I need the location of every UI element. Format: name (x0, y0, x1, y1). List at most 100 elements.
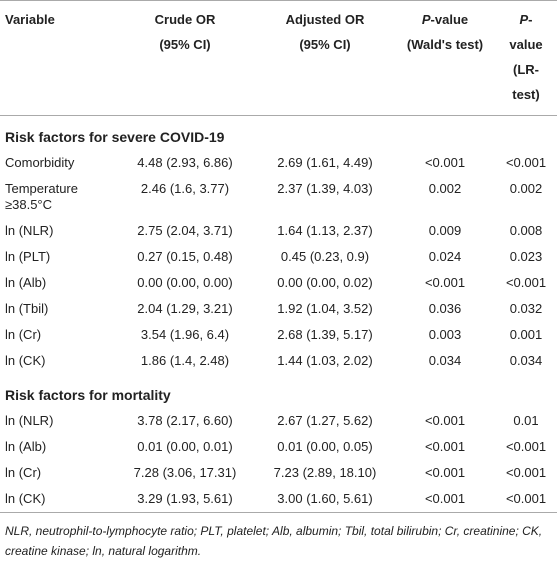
cell-text: ln (Alb) (5, 275, 47, 290)
cell-text: ln (PLT) (5, 249, 51, 264)
cell: 3.29 (1.93, 5.61) (115, 486, 255, 513)
cell: Temperature ≥38.5°C (0, 176, 115, 218)
cell: ln (NLR) (0, 218, 115, 244)
header-italic: P (519, 12, 529, 27)
cell-text: 0.00 (0.00, 0.00) (137, 275, 233, 290)
cell-text: 0.01 (0.00, 0.05) (277, 439, 373, 454)
cell: 0.00 (0.00, 0.00) (115, 270, 255, 296)
header-line: Variable (5, 12, 55, 27)
cell: 2.69 (1.61, 4.49) (255, 150, 395, 176)
cell-text: <0.001 (424, 155, 466, 170)
cell: 0.008 (495, 218, 557, 244)
cell: 0.45 (0.23, 0.9) (255, 244, 395, 270)
cell-text: Temperature ≥38.5°C (5, 181, 78, 212)
cell: 2.37 (1.39, 4.03) (255, 176, 395, 218)
header-line: Adjusted OR (285, 12, 365, 27)
cell-text: 0.034 (509, 353, 543, 368)
cell: 0.01 (0.00, 0.05) (255, 434, 395, 460)
header-line: (95% CI) (159, 37, 211, 52)
cell: 0.032 (495, 296, 557, 322)
data-row: ln (Alb) 0.00 (0.00, 0.00) 0.00 (0.00, 0.0… (0, 270, 557, 296)
header-text: -value (509, 12, 543, 52)
cell-text: 2.69 (1.61, 4.49) (277, 155, 373, 170)
cell: ln (Alb) (0, 434, 115, 460)
cell: <0.001 (395, 460, 495, 486)
cell-text: 1.92 (1.04, 3.52) (277, 301, 373, 316)
cell: Comorbidity (0, 150, 115, 176)
cell: 2.68 (1.39, 5.17) (255, 322, 395, 348)
cell-text: 0.01 (513, 413, 539, 428)
header-line: P-value (403, 7, 487, 32)
cell-text: Comorbidity (5, 155, 75, 170)
data-row: ln (NLR) 3.78 (2.17, 6.60) 2.67 (1.27, 5.6… (0, 408, 557, 434)
header-line: (LR-test) (512, 62, 540, 102)
cell: <0.001 (395, 150, 495, 176)
cell: ln (Tbil) (0, 296, 115, 322)
cell-text: <0.001 (424, 465, 466, 480)
data-row: ln (Cr) 3.54 (1.96, 6.4) 2.68 (1.39, 5.17)… (0, 322, 557, 348)
cell-text: <0.001 (505, 465, 547, 480)
cell-text: 0.009 (428, 223, 462, 238)
cell-text: 0.032 (509, 301, 543, 316)
data-row: ln (Alb) 0.01 (0.00, 0.01) 0.01 (0.00, 0.0… (0, 434, 557, 460)
header-cell: Crude OR (95% CI) (115, 0, 255, 116)
cell-text: 2.67 (1.27, 5.62) (277, 413, 373, 428)
data-row: Temperature ≥38.5°C 2.46 (1.6, 3.77) 2.37 … (0, 176, 557, 218)
cell: 0.034 (395, 348, 495, 374)
cell: 0.003 (395, 322, 495, 348)
cell-text: 3.54 (1.96, 6.4) (140, 327, 230, 342)
cell-text: 2.04 (1.29, 3.21) (137, 301, 233, 316)
cell: 2.67 (1.27, 5.62) (255, 408, 395, 434)
cell: 0.01 (495, 408, 557, 434)
cell-text: 2.46 (1.6, 3.77) (140, 181, 230, 196)
cell: 0.036 (395, 296, 495, 322)
cell: 1.64 (1.13, 2.37) (255, 218, 395, 244)
cell-text: ln (Tbil) (5, 301, 49, 316)
cell-text: 0.024 (428, 249, 462, 264)
cell: 0.034 (495, 348, 557, 374)
cell: 1.44 (1.03, 2.02) (255, 348, 395, 374)
cell: 0.002 (495, 176, 557, 218)
cell: 7.23 (2.89, 18.10) (255, 460, 395, 486)
cell: 0.01 (0.00, 0.01) (115, 434, 255, 460)
cell: 3.00 (1.60, 5.61) (255, 486, 395, 513)
cell-text: ln (NLR) (5, 223, 54, 238)
table-body: Risk factors for severe COVID-19 Comorbid… (0, 116, 557, 513)
data-row: ln (PLT) 0.27 (0.15, 0.48) 0.45 (0.23, 0.9… (0, 244, 557, 270)
cell: 0.00 (0.00, 0.02) (255, 270, 395, 296)
header-cell: P-value (Wald's test) (395, 0, 495, 116)
cell-text: 0.003 (428, 327, 462, 342)
cell-text: 3.78 (2.17, 6.60) (137, 413, 233, 428)
cell: <0.001 (495, 486, 557, 513)
cell-text: 4.48 (2.93, 6.86) (137, 155, 233, 170)
cell: 2.04 (1.29, 3.21) (115, 296, 255, 322)
header-cell: Adjusted OR (95% CI) (255, 0, 395, 116)
cell: 0.001 (495, 322, 557, 348)
cell-text: 0.008 (509, 223, 543, 238)
header-italic: P (421, 12, 431, 27)
cell: 3.78 (2.17, 6.60) (115, 408, 255, 434)
cell-text: <0.001 (505, 155, 547, 170)
section-row: Risk factors for mortality (0, 374, 557, 408)
cell: <0.001 (395, 408, 495, 434)
data-row: ln (CK) 1.86 (1.4, 2.48) 1.44 (1.03, 2.02)… (0, 348, 557, 374)
cell-text: <0.001 (505, 491, 547, 506)
cell-text: 0.001 (509, 327, 543, 342)
cell-text: <0.001 (424, 491, 466, 506)
cell-text: 2.75 (2.04, 3.71) (137, 223, 233, 238)
data-row: ln (Tbil) 2.04 (1.29, 3.21) 1.92 (1.04, 3.… (0, 296, 557, 322)
cell-text: 2.37 (1.39, 4.03) (277, 181, 373, 196)
cell-text: 0.002 (428, 181, 462, 196)
cell: <0.001 (495, 434, 557, 460)
cell-text: 0.27 (0.15, 0.48) (137, 249, 233, 264)
cell: ln (CK) (0, 348, 115, 374)
cell-text: ln (Cr) (5, 465, 42, 480)
cell: <0.001 (495, 150, 557, 176)
cell-text: 1.44 (1.03, 2.02) (277, 353, 373, 368)
cell: 1.92 (1.04, 3.52) (255, 296, 395, 322)
cell-text: 0.034 (428, 353, 462, 368)
cell: 4.48 (2.93, 6.86) (115, 150, 255, 176)
cell-text: <0.001 (424, 275, 466, 290)
cell: ln (CK) (0, 486, 115, 513)
section-title: Risk factors for mortality (5, 387, 171, 403)
